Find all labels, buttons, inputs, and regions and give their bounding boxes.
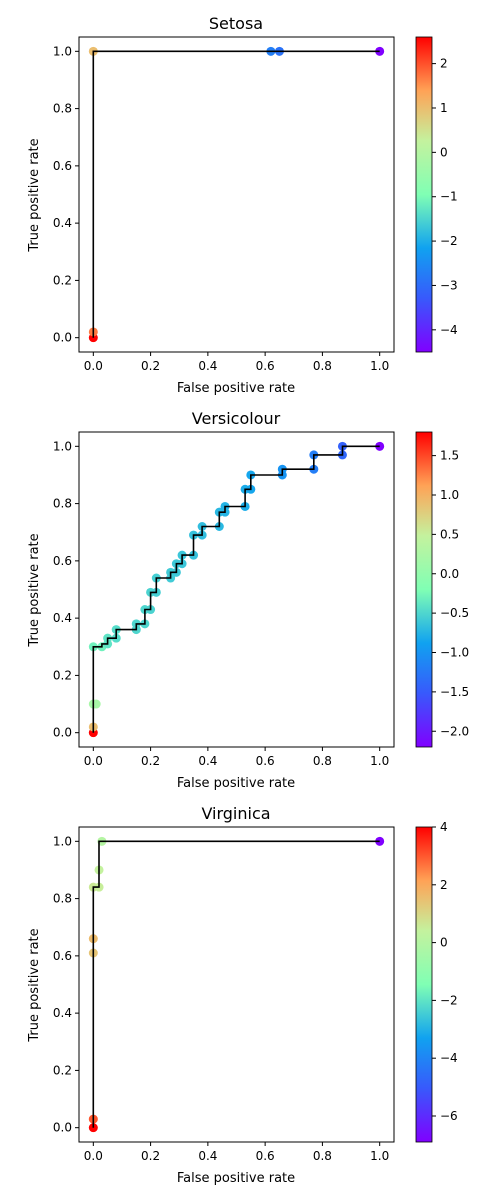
y-tick-label: 0.0 [53,331,72,345]
y-axis-label: True positive rate [27,928,42,1042]
x-axis-label: False positive rate [177,1171,295,1186]
colorbar-tick-label: −2.0 [440,724,469,738]
y-tick-label: 0.6 [53,554,72,568]
y-tick-label: 0.2 [53,273,72,287]
y-tick-label: 0.2 [53,1063,72,1077]
panel-versicolour: Versicolour False positive rate True pos… [27,409,469,791]
x-axis-label: False positive rate [177,381,295,396]
y-tick-label: 1.0 [53,44,72,58]
colorbar-tick-label: −2 [440,993,458,1007]
plot-frame [78,36,395,353]
x-tick-label: 0.0 [84,359,103,373]
colorbar-tick-label: −2 [440,234,458,248]
colorbar-tick-label: −4 [440,323,458,337]
colorbar-tick-label: 4 [440,820,448,834]
x-tick-label: 0.8 [313,359,332,373]
x-tick-label: 0.8 [313,1149,332,1163]
x-tick-label: 0.0 [84,754,103,768]
colorbar-tick-label: −1.5 [440,685,469,699]
chart-title: Setosa [209,14,263,33]
colorbar [415,431,433,748]
colorbar-tick-label: −0.5 [440,606,469,620]
y-tick-label: 0.0 [53,726,72,740]
x-axis-label: False positive rate [177,776,295,791]
x-tick-label: 1.0 [370,359,389,373]
x-tick-label: 0.2 [141,359,160,373]
roc-curve [92,445,380,733]
colorbar-tick-label: −6 [440,1109,458,1123]
x-tick-label: 0.8 [313,754,332,768]
x-tick-label: 0.0 [84,1149,103,1163]
y-tick-label: 0.2 [53,668,72,682]
x-tick-label: 0.2 [141,754,160,768]
colorbar-tick-label: 1.0 [440,488,459,502]
roc-curve [92,840,380,1128]
x-tick-label: 0.4 [198,754,217,768]
panel-setosa: Setosa False positive rate True positive… [27,14,458,396]
y-axis-label: True positive rate [27,533,42,647]
y-tick-label: 1.0 [53,834,72,848]
chart-title: Versicolour [192,409,281,428]
colorbar-tick-label: 1.5 [440,449,459,463]
x-tick-label: 0.6 [256,754,275,768]
y-tick-label: 0.8 [53,892,72,906]
y-tick-label: 0.4 [53,1006,72,1020]
x-tick-label: 1.0 [370,754,389,768]
colorbar-tick-label: 0 [440,145,448,159]
plot-frame [78,431,395,748]
colorbar-tick-label: 2 [440,878,448,892]
colorbar-tick-label: 0.0 [440,567,459,581]
x-tick-label: 0.6 [256,1149,275,1163]
y-tick-label: 0.0 [53,1121,72,1135]
y-axis-label: True positive rate [27,138,42,252]
x-tick-label: 0.2 [141,1149,160,1163]
y-tick-label: 0.8 [53,497,72,511]
colorbar-tick-label: −4 [440,1051,458,1065]
chart-title: Virginica [201,804,270,823]
plot-frame [78,826,395,1143]
y-tick-label: 0.4 [53,611,72,625]
x-tick-label: 0.4 [198,359,217,373]
y-tick-label: 0.6 [53,949,72,963]
colorbar-tick-label: 2 [440,57,448,71]
colorbar-tick-label: −1.0 [440,646,469,660]
x-tick-label: 1.0 [370,1149,389,1163]
panel-virginica: Virginica False positive rate True posit… [27,804,458,1186]
y-tick-label: 0.4 [53,216,72,230]
x-tick-label: 0.6 [256,359,275,373]
y-tick-label: 1.0 [53,439,72,453]
colorbar-tick-label: 1 [440,101,448,115]
x-tick-label: 0.4 [198,1149,217,1163]
colorbar-tick-label: −3 [440,278,458,292]
colorbar-tick-label: 0.5 [440,527,459,541]
roc-curve [92,50,380,338]
colorbar-tick-label: −1 [440,190,458,204]
y-tick-label: 0.8 [53,102,72,116]
colorbar [415,826,433,1143]
y-tick-label: 0.6 [53,159,72,173]
colorbar-tick-label: 0 [440,936,448,950]
colorbar [415,36,433,353]
